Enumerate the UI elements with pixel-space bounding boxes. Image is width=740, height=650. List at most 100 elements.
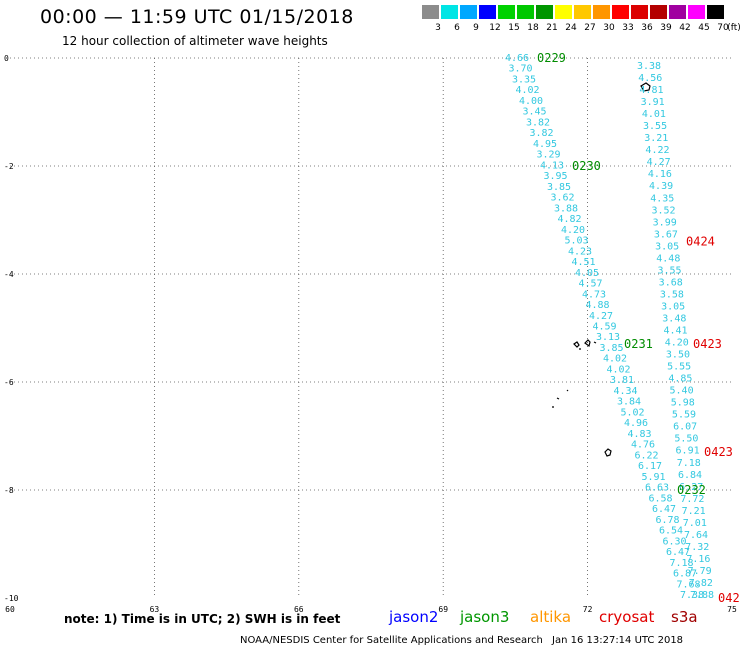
lat-label: 0 <box>4 54 9 63</box>
swh-value: 6.47 <box>652 504 676 515</box>
lon-label: 75 <box>727 605 737 614</box>
swh-value: 4.35 <box>650 193 674 204</box>
swh-value: 4.57 <box>579 279 603 290</box>
swh-value: 4.81 <box>639 85 663 96</box>
swh-value: 4.27 <box>647 157 671 168</box>
swh-value: 6.30 <box>663 536 687 547</box>
map-grid <box>10 57 732 598</box>
legend-swatch <box>460 5 477 19</box>
legend-label: 21 <box>546 23 558 33</box>
swh-value: 6.27 <box>679 482 703 493</box>
swh-value: 7.32 <box>685 542 709 553</box>
swh-value: 3.48 <box>662 313 686 324</box>
swh-value: 6.91 <box>676 446 700 457</box>
swh-value: 4.13 <box>540 160 564 171</box>
swh-value: 7.88 <box>690 590 714 601</box>
swh-value: 5.03 <box>565 236 589 247</box>
swh-value: 3.95 <box>544 171 568 182</box>
legend-label: 18 <box>527 23 539 33</box>
swh-value: 4.20 <box>561 225 585 236</box>
legend-swatch <box>574 5 591 19</box>
swh-value: 3.68 <box>659 277 683 288</box>
swh-value: 4.00 <box>519 96 543 107</box>
swh-value: 3.05 <box>661 301 685 312</box>
legend-swatch <box>517 5 534 19</box>
island-outlines <box>552 82 651 457</box>
lon-label: 63 <box>150 605 160 614</box>
swh-value: 7.21 <box>682 506 706 517</box>
swh-value: 6.87 <box>673 569 697 580</box>
lat-label: -4 <box>4 270 14 279</box>
legend-swatch <box>498 5 515 19</box>
swh-value: 3.88 <box>554 203 578 214</box>
swh-value: 3.38 <box>637 61 661 72</box>
pass-id-jason3: 0229 <box>537 51 566 65</box>
legend-label: 24 <box>565 23 577 33</box>
pass-id-cryosat: 0423 <box>693 337 722 351</box>
legend-swatch <box>593 5 610 19</box>
swh-value: 6.07 <box>673 422 697 433</box>
lon-label: 60 <box>5 605 15 614</box>
pass-labels: 0229 0230 0231 0232 0424 0423 0423 042 <box>537 51 740 605</box>
satellite-jason3: jason3 <box>460 608 510 626</box>
lat-label: -8 <box>4 486 14 495</box>
swh-value: 7.16 <box>686 554 710 565</box>
swh-value: 5.98 <box>671 398 695 409</box>
swh-value: 7.64 <box>684 530 708 541</box>
legend-swatch <box>536 5 553 19</box>
lat-label: -6 <box>4 378 14 387</box>
swh-value: 4.34 <box>614 386 638 397</box>
pass-id-jason3: 0231 <box>624 337 653 351</box>
pass-id-cryosat: 042 <box>718 591 740 605</box>
swh-value: 6.63 <box>645 483 669 494</box>
legend-label: 70 <box>717 23 729 33</box>
swh-value: 3.58 <box>660 289 684 300</box>
lat-label: -2 <box>4 162 14 171</box>
swh-value: 6.58 <box>649 493 673 504</box>
pass-id-cryosat: 0423 <box>704 445 733 459</box>
swh-value: 4.82 <box>558 214 582 225</box>
track-left-values: 4.663.703.354.024.003.453.823.824.953.29… <box>505 53 704 601</box>
legend-label: 9 <box>473 23 479 33</box>
swh-value: 7.82 <box>689 578 713 589</box>
swh-value: 3.21 <box>644 133 668 144</box>
swh-value: 6.78 <box>656 515 680 526</box>
legend-swatch <box>669 5 686 19</box>
swh-value: 4.16 <box>648 169 672 180</box>
legend-swatch <box>650 5 667 19</box>
legend-swatch <box>707 5 724 19</box>
swh-value: 6.54 <box>659 526 683 537</box>
swh-value: 3.29 <box>537 150 561 161</box>
swh-value: 7.18 <box>670 558 694 569</box>
swh-value: 3.13 <box>596 332 620 343</box>
swh-value: 4.51 <box>572 257 596 268</box>
swh-value: 5.55 <box>667 362 691 373</box>
legend-label: 42 <box>679 23 691 33</box>
swh-value: 3.82 <box>530 128 554 139</box>
legend-swatch <box>555 5 572 19</box>
legend-label: 6 <box>454 23 460 33</box>
track-right-values: 3.384.564.813.914.013.553.214.224.274.16… <box>637 61 714 601</box>
satellite-s3a: s3a <box>671 608 698 626</box>
lat-label: -10 <box>4 594 19 603</box>
swh-value: 3.55 <box>643 121 667 132</box>
swh-value: 4.02 <box>607 364 631 375</box>
legend-swatch <box>688 5 705 19</box>
swh-value: 3.70 <box>509 64 533 75</box>
satellite-jason2: jason2 <box>389 608 439 626</box>
swh-value: 4.39 <box>649 181 673 192</box>
swh-value: 3.35 <box>512 74 536 85</box>
legend-label: 39 <box>660 23 672 33</box>
swh-value: 4.22 <box>645 145 669 156</box>
swh-value: 4.02 <box>516 85 540 96</box>
footer-note: note: 1) Time is in UTC; 2) SWH is in fe… <box>64 612 341 626</box>
satellite-altika: altika <box>530 608 572 626</box>
swh-value: 3.52 <box>651 205 675 216</box>
satellite-cryosat: cryosat <box>599 608 655 626</box>
swh-value: 3.84 <box>617 397 641 408</box>
legend-swatch <box>441 5 458 19</box>
pass-id-jason3: 0230 <box>572 159 601 173</box>
legend-label: 3 <box>435 23 441 33</box>
swh-value: 3.62 <box>551 193 575 204</box>
